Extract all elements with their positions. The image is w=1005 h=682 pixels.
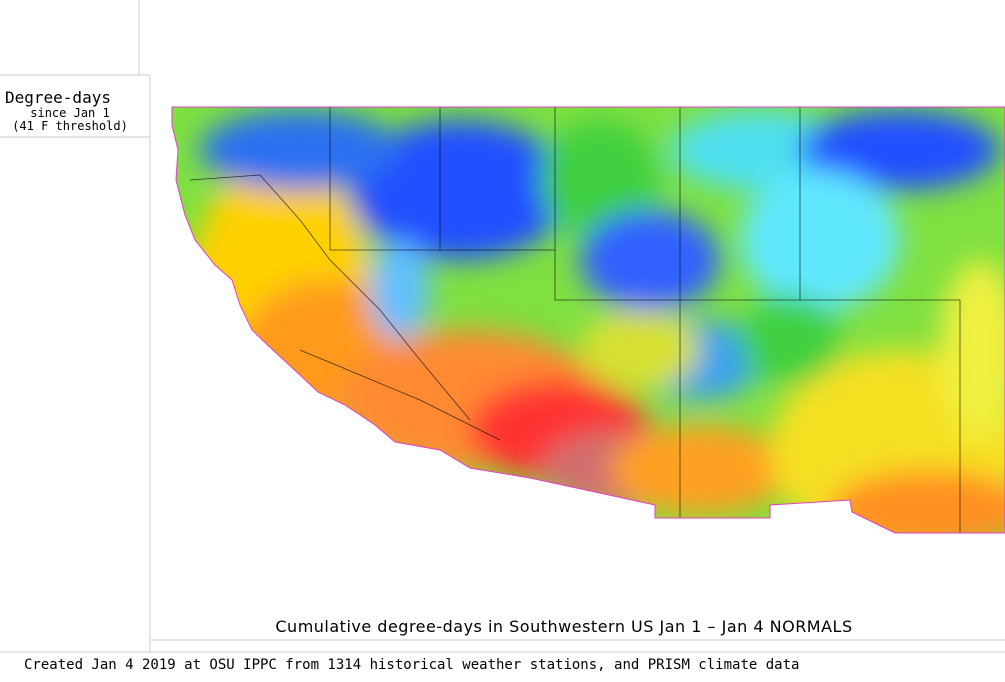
degree-day-map <box>172 107 1005 533</box>
legend-threshold: (41 F threshold) <box>12 119 128 133</box>
map-caption: Cumulative degree-days in Southwestern U… <box>275 617 852 636</box>
map-outline <box>171 106 1005 534</box>
footer-credit: Created Jan 4 2019 at OSU IPPC from 1314… <box>24 657 799 673</box>
legend-subtitle: since Jan 1 <box>30 106 109 120</box>
legend-title: Degree-days <box>5 88 111 107</box>
